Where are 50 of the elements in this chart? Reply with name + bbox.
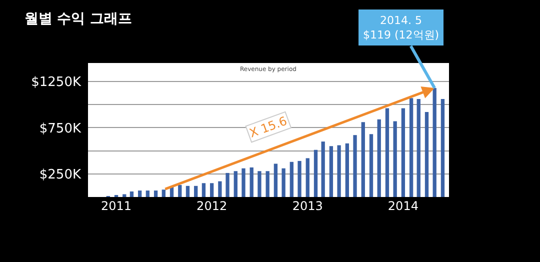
bar	[369, 134, 374, 197]
bar	[345, 143, 349, 197]
bar	[234, 171, 238, 197]
bar	[440, 99, 445, 197]
bar	[242, 168, 246, 197]
bar	[337, 145, 341, 197]
bar	[282, 168, 286, 197]
bar	[314, 150, 318, 197]
bar	[250, 167, 254, 197]
bar	[306, 158, 310, 197]
bar	[258, 171, 262, 197]
bar	[122, 194, 126, 197]
bar	[266, 171, 270, 197]
bar	[321, 142, 325, 197]
bar	[401, 108, 406, 197]
bar	[409, 98, 414, 197]
bar	[416, 99, 420, 197]
y-tick-label: $1250K	[31, 75, 82, 90]
bar	[154, 190, 158, 197]
bar	[138, 190, 142, 197]
annotation: 2014. 5 $119 (12억원)	[363, 14, 440, 42]
x-tick-label: 2013	[292, 199, 323, 213]
y-tick-label: $750K	[39, 121, 82, 136]
bar	[424, 112, 429, 197]
annotation: X 15.6	[248, 114, 289, 140]
bar	[393, 121, 397, 197]
bar	[298, 160, 302, 197]
bar	[377, 119, 381, 197]
bar	[194, 186, 198, 197]
bar	[218, 181, 222, 197]
bar	[274, 164, 278, 197]
bar	[202, 183, 206, 197]
bar	[353, 135, 357, 197]
bar	[146, 190, 150, 197]
bar	[210, 183, 214, 197]
y-tick-label: $250K	[39, 167, 82, 182]
bar	[162, 190, 166, 197]
chart-title: 월별 수익 그래프	[24, 10, 132, 27]
bar	[130, 191, 134, 197]
x-tick-label: 2012	[196, 199, 228, 213]
bar	[186, 186, 190, 197]
bar	[178, 184, 182, 197]
x-tick-label: 2011	[100, 199, 132, 213]
bar	[361, 122, 365, 197]
x-tick-label: 2014	[388, 199, 418, 213]
bar	[385, 108, 390, 197]
bar	[329, 146, 334, 197]
bar	[290, 162, 294, 197]
bar	[226, 172, 230, 197]
bar	[432, 88, 436, 197]
